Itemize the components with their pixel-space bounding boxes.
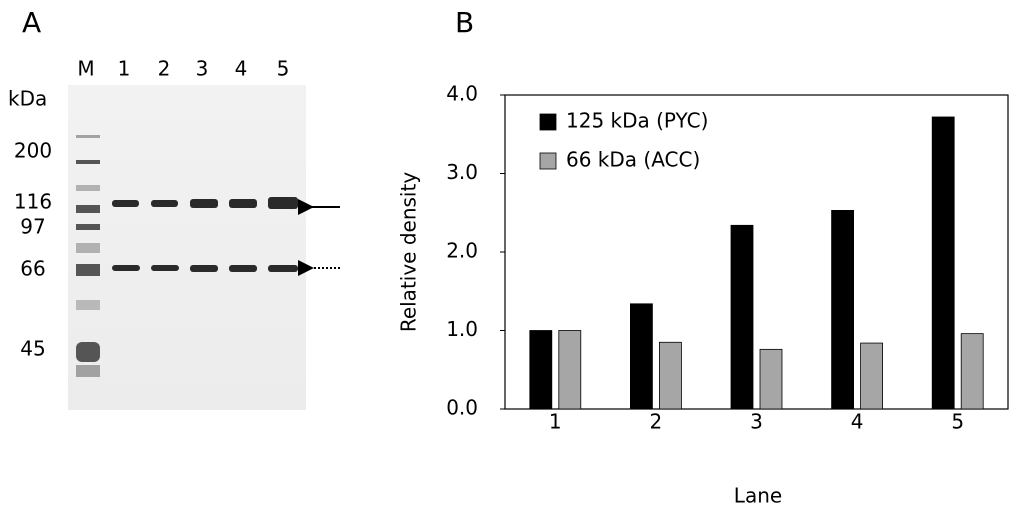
marker-label: 97: [20, 215, 45, 239]
y-tick-label: 4.0: [446, 82, 478, 106]
y-tick-label: 1.0: [446, 317, 478, 341]
lane-label: 2: [158, 57, 171, 81]
bar: [931, 116, 955, 410]
marker-label: 66: [20, 257, 45, 281]
bar: [860, 342, 883, 410]
panel-label: A: [22, 6, 41, 39]
x-axis-label: Lane: [734, 484, 782, 508]
y-tick-label: 3.0: [446, 160, 478, 184]
x-tick-label: 4: [851, 410, 864, 434]
legend-label: 125 kDa (PYC): [566, 109, 708, 133]
lane-label: 3: [196, 57, 209, 81]
gel: [68, 85, 340, 410]
marker-label: 45: [20, 337, 45, 361]
bar: [831, 209, 854, 410]
marker-lane: [76, 135, 100, 377]
lane-label: M: [77, 57, 94, 81]
unit-label: kDa: [8, 87, 47, 111]
bar: [529, 330, 553, 410]
lane-label: 4: [235, 57, 248, 81]
y-axis-label: Relative density: [397, 172, 421, 333]
bar: [659, 341, 682, 410]
x-tick-label: 1: [549, 410, 562, 434]
x-tick-label: 3: [750, 410, 763, 434]
bar: [730, 224, 754, 410]
legend-label: 66 kDa (ACC): [566, 148, 700, 172]
lane-label: 1: [118, 57, 131, 81]
sample-bands: [112, 197, 298, 272]
bar: [558, 330, 582, 410]
marker-label: 200: [14, 139, 52, 163]
panel-label: B: [455, 6, 474, 39]
gel-background: [68, 85, 306, 410]
marker-label: 116: [14, 190, 52, 214]
bar: [630, 303, 653, 410]
lane-label: 5: [277, 57, 290, 81]
bar: [960, 333, 984, 410]
legend-swatch: [539, 152, 557, 170]
bar: [759, 348, 783, 410]
y-tick-label: 0.0: [446, 396, 478, 420]
x-tick-label: 2: [650, 410, 663, 434]
x-tick-label: 5: [951, 410, 964, 434]
legend-swatch: [539, 113, 557, 131]
y-tick-label: 2.0: [446, 239, 478, 263]
